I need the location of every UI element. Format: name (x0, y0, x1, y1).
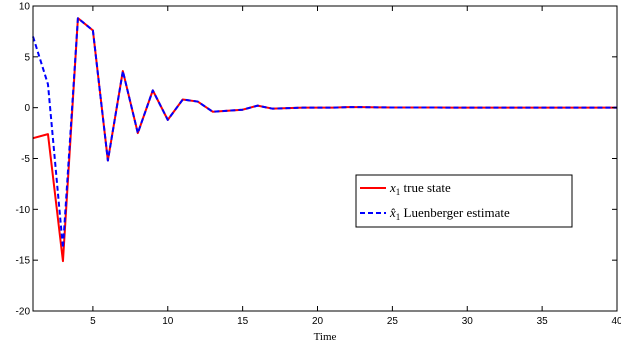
axis-ticks (33, 5, 618, 312)
y-tick-label: -20 (16, 307, 31, 318)
legend: x1 true state x̂1 Luenberger estimate (355, 174, 573, 228)
legend-symbol: x (389, 180, 396, 195)
legend-subscript: 1 (396, 212, 401, 222)
x-axis-label: Time (314, 331, 337, 343)
y-tick-label: -15 (16, 256, 31, 267)
y-tick-label: 5 (24, 52, 30, 63)
legend-symbol: x̂ (389, 205, 396, 220)
legend-label: Luenberger estimate (400, 205, 510, 220)
legend-entry-true-state: x1 true state (389, 180, 451, 197)
x-tick-label: 30 (462, 316, 474, 327)
x-tick-label: 35 (537, 316, 549, 327)
y-tick-label: -10 (16, 205, 31, 216)
x-tick-label: 15 (237, 316, 249, 327)
legend-label: true state (400, 180, 451, 195)
legend-subscript: 1 (396, 187, 401, 197)
y-tick-label: 10 (19, 2, 31, 13)
plot-lines (32, 17, 617, 263)
y-tick-labels: -20 -15 -10 -5 0 5 10 (16, 2, 31, 318)
x-tick-label: 40 (611, 316, 621, 327)
y-tick-label: -5 (21, 154, 30, 165)
legend-box (355, 174, 573, 228)
x-tick-labels: 5 10 15 20 25 30 35 40 (90, 316, 621, 327)
series-line-luenberger-estimate (32, 17, 617, 249)
x-tick-label: 5 (90, 316, 96, 327)
y-tick-label: 0 (24, 103, 30, 114)
legend-entry-luenberger-estimate: x̂1 Luenberger estimate (389, 205, 510, 222)
plot-frame (32, 5, 618, 312)
x-tick-label: 10 (162, 316, 174, 327)
x-tick-label: 20 (312, 316, 324, 327)
x-tick-label: 25 (387, 316, 399, 327)
